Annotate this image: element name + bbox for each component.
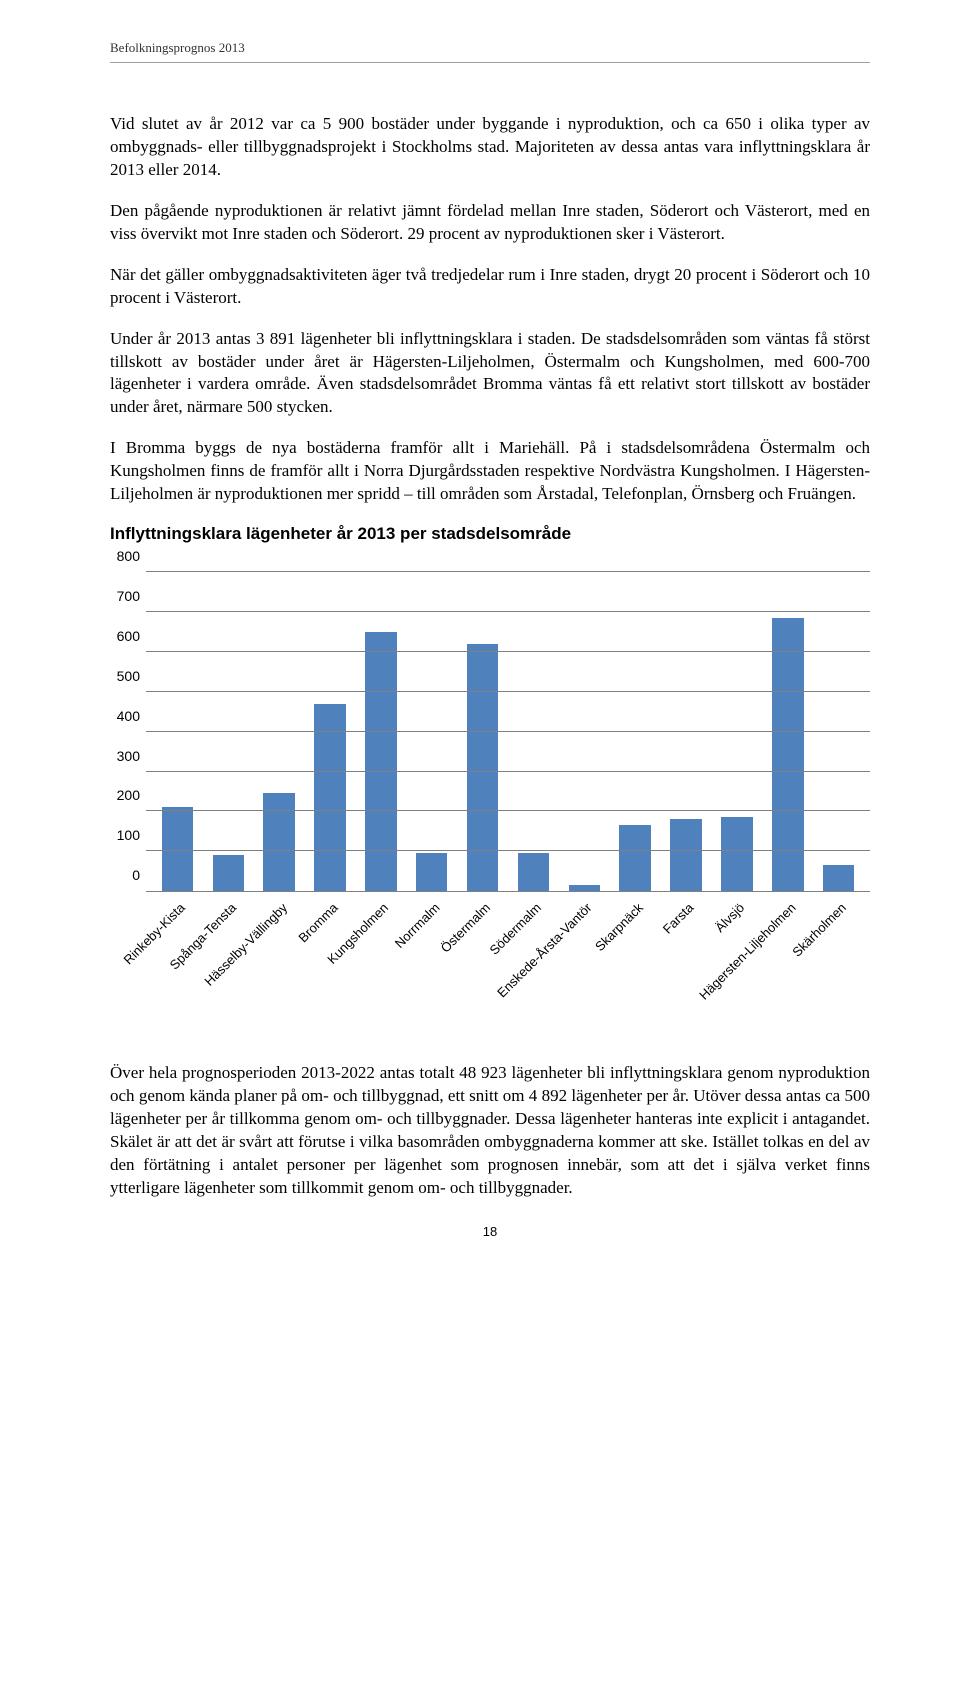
chart-bar [467,644,499,891]
chart-bar-slot [711,572,762,891]
chart-xlabel-slot: Östermalm [457,892,508,1022]
chart-ytick-label: 0 [106,867,140,883]
chart-bar-slot [152,572,203,891]
chart-gridline [146,571,870,572]
chart-bars-container [146,572,870,891]
chart-bar [569,885,601,891]
chart-ytick-label: 500 [106,668,140,684]
chart-gridline [146,731,870,732]
bar-chart: 0100200300400500600700800 Rinkeby-KistaS… [110,572,870,1022]
chart-xlabel-slot: Hägersten-Liljeholmen [762,892,813,1022]
chart-bar [823,865,855,891]
chart-plot-area: 0100200300400500600700800 [146,572,870,892]
paragraph-4: Under år 2013 antas 3 891 lägenheter bli… [110,328,870,420]
chart-xlabel-slot: Norrmalm [406,892,457,1022]
chart-bar [721,817,753,891]
chart-bar-slot [610,572,661,891]
chart-bar-slot [254,572,305,891]
header-divider [110,62,870,63]
chart-bar-slot [762,572,813,891]
chart-xlabel-slot: Farsta [661,892,712,1022]
chart-bar-slot [406,572,457,891]
chart-bar-slot [355,572,406,891]
chart-bar-slot [203,572,254,891]
chart-ytick-label: 100 [106,827,140,843]
paragraph-1: Vid slutet av år 2012 var ca 5 900 bostä… [110,113,870,182]
paragraph-2: Den pågående nyproduktionen är relativt … [110,200,870,246]
paragraph-6: Över hela prognosperioden 2013-2022 anta… [110,1062,870,1200]
chart-gridline [146,611,870,612]
chart-bar-slot [661,572,712,891]
chart-bar [213,855,245,891]
chart-bar [162,807,194,891]
chart-xlabel: Älvsjö [712,900,747,935]
chart-bar-slot [813,572,864,891]
page-number: 18 [110,1224,870,1239]
chart-xlabel-slot: Hässelby-Vällingby [254,892,305,1022]
chart-gridline [146,850,870,851]
chart-ytick-label: 200 [106,787,140,803]
chart-bar [416,853,448,891]
chart-ytick-label: 700 [106,588,140,604]
chart-bar [263,793,295,891]
chart-bar [314,704,346,891]
chart-bar [518,853,550,891]
paragraph-5: I Bromma byggs de nya bostäderna framför… [110,437,870,506]
paragraph-3: När det gäller ombyggnadsaktiviteten äge… [110,264,870,310]
chart-xlabel: Farsta [660,900,697,937]
chart-xlabel-slot: Kungsholmen [355,892,406,1022]
chart-bar-slot [508,572,559,891]
chart-xlabel-slot: Skarpnäck [610,892,661,1022]
chart-title: Inflyttningsklara lägenheter år 2013 per… [110,524,870,544]
chart-bar-slot [305,572,356,891]
chart-ytick-label: 600 [106,628,140,644]
chart-bar-slot [559,572,610,891]
chart-gridline [146,651,870,652]
chart-ytick-label: 800 [106,548,140,564]
chart-bar [365,632,397,891]
chart-xlabel-slot: Skärholmen [813,892,864,1022]
doc-header: Befolkningsprognos 2013 [110,40,870,56]
chart-xlabels: Rinkeby-KistaSpånga-TenstaHässelby-Välli… [146,892,870,1022]
chart-gridline [146,810,870,811]
chart-bar [670,819,702,891]
chart-xlabel-slot: Enskede-Årsta-Vantör [559,892,610,1022]
chart-bar [619,825,651,891]
chart-ytick-label: 300 [106,748,140,764]
chart-gridline [146,691,870,692]
chart-ytick-label: 400 [106,708,140,724]
chart-gridline [146,771,870,772]
chart-bar-slot [457,572,508,891]
